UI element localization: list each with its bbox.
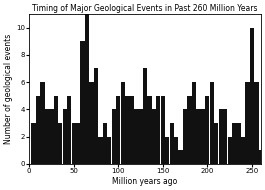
Bar — [156, 96, 161, 164]
Bar — [245, 82, 250, 164]
Bar — [94, 68, 98, 164]
Bar — [174, 137, 178, 164]
Bar — [121, 82, 125, 164]
Bar — [107, 137, 112, 164]
Bar — [161, 96, 165, 164]
Bar — [205, 96, 210, 164]
Y-axis label: Number of geological events: Number of geological events — [4, 34, 13, 144]
Bar — [143, 68, 147, 164]
Bar — [89, 82, 94, 164]
Bar — [130, 96, 134, 164]
Bar — [67, 96, 71, 164]
Bar — [170, 123, 174, 164]
Bar — [254, 82, 259, 164]
Bar — [63, 109, 67, 164]
Bar — [85, 14, 89, 164]
Bar — [210, 82, 214, 164]
Bar — [147, 96, 152, 164]
Bar — [236, 123, 241, 164]
Bar — [227, 137, 232, 164]
Bar — [259, 150, 263, 164]
Bar — [103, 123, 107, 164]
Bar — [250, 28, 254, 164]
Bar — [223, 109, 227, 164]
Bar — [214, 123, 218, 164]
Bar — [134, 109, 138, 164]
Bar — [165, 137, 169, 164]
Bar — [58, 123, 63, 164]
Bar — [40, 82, 45, 164]
Bar — [241, 137, 245, 164]
Bar — [201, 109, 205, 164]
Bar — [76, 123, 80, 164]
Bar — [183, 109, 187, 164]
Bar — [49, 109, 54, 164]
Bar — [98, 137, 103, 164]
Bar — [81, 41, 85, 164]
Bar — [179, 150, 183, 164]
Bar — [232, 123, 236, 164]
Bar — [125, 96, 129, 164]
Bar — [72, 123, 76, 164]
Bar — [138, 109, 143, 164]
Bar — [32, 123, 36, 164]
X-axis label: Million years ago: Million years ago — [112, 177, 178, 186]
Bar — [192, 82, 196, 164]
Title: Timing of Major Geological Events in Past 260 Million Years: Timing of Major Geological Events in Pas… — [32, 4, 258, 13]
Bar — [187, 96, 192, 164]
Bar — [36, 96, 40, 164]
Bar — [54, 96, 58, 164]
Bar — [45, 109, 49, 164]
Bar — [112, 109, 116, 164]
Bar — [152, 109, 156, 164]
Bar — [116, 96, 120, 164]
Bar — [196, 109, 201, 164]
Bar — [219, 109, 223, 164]
